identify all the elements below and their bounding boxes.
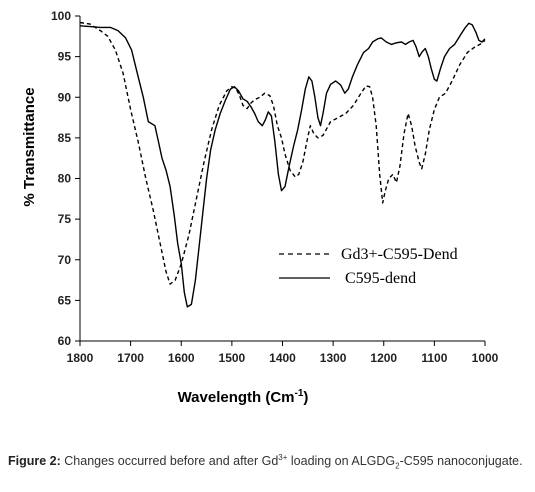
chart-ticks: 60 65 70 75 80 85 90 95 100 1800 1700 1600 1500 1400 1… <box>51 9 499 365</box>
y-tick-label: 90 <box>58 90 72 104</box>
x-tick-label: 1800 <box>67 351 94 365</box>
caption-superscript: 3+ <box>278 453 288 462</box>
chart-series <box>79 21 486 308</box>
y-tick-label: 85 <box>58 131 72 145</box>
x-tick-label: 1600 <box>168 351 195 365</box>
caption-text-2: loading on ALGDG <box>287 454 396 469</box>
y-tick-label: 60 <box>58 334 72 348</box>
y-tick-label: 70 <box>58 253 72 267</box>
x-tick-label: 1400 <box>269 351 296 365</box>
y-tick-label: 75 <box>58 212 72 226</box>
x-tick-label: 1100 <box>421 351 447 365</box>
x-tick-label: 1000 <box>472 351 499 365</box>
y-tick-label: 100 <box>51 9 71 23</box>
caption-text-1: Changes occurred before and after Gd <box>60 454 279 469</box>
ftir-chart: 60 65 70 75 80 85 90 95 100 1800 1700 1600 1500 1400 1… <box>21 9 499 406</box>
x-axis-title: Wavelength (Cm-1) <box>178 388 309 406</box>
x-tick-label: 1500 <box>219 351 246 365</box>
y-tick-label: 95 <box>58 50 72 64</box>
series-line-0 <box>79 21 486 285</box>
caption-label: Figure 2: <box>8 454 61 469</box>
x-tick-label: 1700 <box>117 351 144 365</box>
x-tick-label: 1300 <box>320 351 347 365</box>
y-tick-label: 65 <box>58 293 72 307</box>
caption-text-3: -C595 nanoconjugate. <box>399 454 523 469</box>
legend-label-c595-dend: C595-dend <box>345 270 416 287</box>
legend-label-gd-c595-dend: Gd3+-C595-Dend <box>341 246 458 263</box>
legend: Gd3+-C595-Dend C595-dend <box>279 246 458 287</box>
series-line-1 <box>79 22 486 308</box>
caption-subscript: 2 <box>395 461 400 471</box>
y-tick-label: 80 <box>58 172 72 186</box>
x-tick-label: 1200 <box>370 351 397 365</box>
figure-caption: Figure 2: Changes occurred before and af… <box>8 449 533 475</box>
chart-axes <box>79 16 485 342</box>
y-axis-title: % Transmittance <box>21 87 38 206</box>
